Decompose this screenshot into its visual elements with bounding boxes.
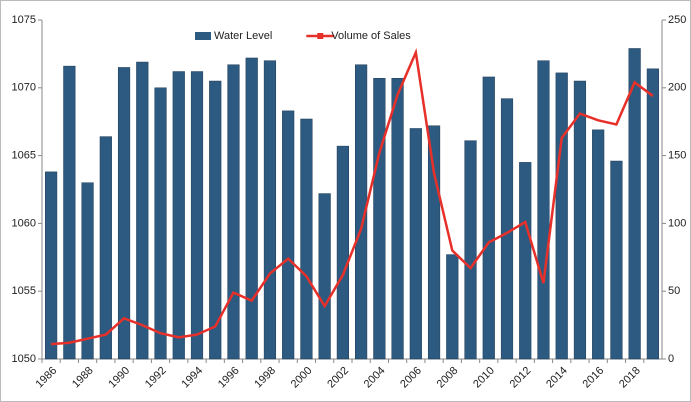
y-tick-label: 1055 <box>12 285 36 297</box>
y2-tick-label: 100 <box>668 217 686 229</box>
bar <box>482 76 495 360</box>
bar <box>172 71 185 360</box>
y2-tick-label: 0 <box>668 353 674 365</box>
y2-tick-label: 200 <box>668 82 686 94</box>
bar <box>409 128 422 360</box>
bar <box>464 140 477 360</box>
bar <box>555 72 568 360</box>
y2-tick-label: 50 <box>668 285 680 297</box>
bar <box>519 162 532 360</box>
bar <box>190 71 204 360</box>
bar <box>63 65 76 360</box>
y2-tick-label: 150 <box>668 150 686 162</box>
bar <box>263 60 277 360</box>
bar <box>373 78 386 360</box>
y2-tick-label: 250 <box>668 14 686 26</box>
bar <box>81 182 94 360</box>
bar <box>628 48 641 360</box>
bar <box>391 78 404 360</box>
bar <box>537 60 550 360</box>
bar <box>300 118 313 360</box>
bar <box>245 57 258 360</box>
y-tick-label: 1065 <box>12 150 36 162</box>
bar <box>136 61 149 360</box>
bar <box>500 98 514 360</box>
bar <box>427 125 441 360</box>
bar <box>592 129 605 360</box>
line <box>51 48 654 346</box>
legend-label: Volume of Sales <box>331 30 411 42</box>
bar <box>45 171 58 360</box>
y-tick-label: 1075 <box>12 14 36 26</box>
bar <box>99 136 112 360</box>
bar <box>209 80 222 360</box>
legend-swatch <box>195 32 211 40</box>
bar <box>154 87 167 360</box>
bar <box>610 160 623 360</box>
bar <box>227 64 240 360</box>
legend-marker <box>317 33 324 39</box>
bar <box>282 110 295 360</box>
legend-label: Water Level <box>214 30 272 42</box>
bar <box>446 254 459 360</box>
bar <box>573 80 587 360</box>
bar <box>117 67 131 360</box>
bar <box>336 145 349 360</box>
bar <box>318 193 331 360</box>
bar <box>355 64 368 360</box>
y-tick-label: 1050 <box>12 353 36 365</box>
y-tick-label: 1060 <box>12 217 36 229</box>
y-tick-label: 1070 <box>12 82 36 94</box>
bar <box>646 68 659 360</box>
